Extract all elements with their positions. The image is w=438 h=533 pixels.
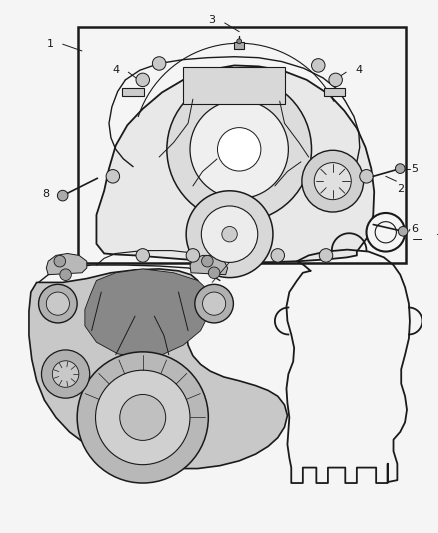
Bar bbox=[78, 27, 406, 263]
Text: 4: 4 bbox=[355, 65, 362, 75]
Circle shape bbox=[186, 191, 273, 278]
Bar bbox=[183, 67, 285, 104]
Circle shape bbox=[77, 352, 208, 483]
Polygon shape bbox=[29, 269, 287, 469]
Circle shape bbox=[222, 227, 237, 242]
Circle shape bbox=[195, 284, 233, 323]
Circle shape bbox=[201, 206, 258, 262]
Circle shape bbox=[329, 73, 343, 87]
Polygon shape bbox=[96, 66, 374, 262]
Circle shape bbox=[54, 255, 66, 267]
Circle shape bbox=[52, 361, 79, 387]
Bar bbox=[123, 87, 144, 96]
Circle shape bbox=[237, 39, 242, 44]
Circle shape bbox=[106, 169, 120, 183]
Circle shape bbox=[42, 350, 90, 398]
Circle shape bbox=[398, 227, 408, 236]
Circle shape bbox=[136, 73, 149, 87]
Polygon shape bbox=[190, 255, 228, 274]
Text: 5: 5 bbox=[411, 164, 418, 174]
Circle shape bbox=[95, 370, 190, 465]
Text: 4: 4 bbox=[112, 65, 119, 75]
Circle shape bbox=[202, 292, 226, 315]
Circle shape bbox=[375, 222, 396, 243]
Circle shape bbox=[60, 269, 71, 280]
Circle shape bbox=[396, 164, 405, 173]
Circle shape bbox=[190, 100, 288, 198]
Circle shape bbox=[271, 249, 285, 262]
Text: 2: 2 bbox=[397, 184, 404, 194]
Circle shape bbox=[46, 292, 70, 315]
Bar bbox=[324, 87, 345, 96]
Circle shape bbox=[152, 56, 166, 70]
Circle shape bbox=[39, 284, 77, 323]
Circle shape bbox=[218, 127, 261, 171]
Text: 3: 3 bbox=[208, 15, 215, 25]
Circle shape bbox=[57, 190, 68, 201]
Circle shape bbox=[311, 59, 325, 72]
Polygon shape bbox=[46, 254, 87, 274]
Polygon shape bbox=[85, 269, 210, 358]
Circle shape bbox=[302, 150, 364, 212]
Circle shape bbox=[314, 163, 351, 200]
Circle shape bbox=[319, 249, 333, 262]
Circle shape bbox=[136, 249, 149, 262]
Circle shape bbox=[120, 394, 166, 440]
Circle shape bbox=[208, 267, 220, 279]
Circle shape bbox=[360, 169, 373, 183]
Circle shape bbox=[167, 77, 311, 222]
Text: 7: 7 bbox=[435, 234, 438, 244]
Circle shape bbox=[186, 249, 200, 262]
Bar bbox=[234, 42, 244, 49]
Text: 6: 6 bbox=[411, 224, 418, 235]
Circle shape bbox=[367, 213, 405, 252]
Text: 1: 1 bbox=[47, 39, 53, 49]
Circle shape bbox=[201, 255, 213, 267]
Text: 8: 8 bbox=[43, 189, 50, 199]
